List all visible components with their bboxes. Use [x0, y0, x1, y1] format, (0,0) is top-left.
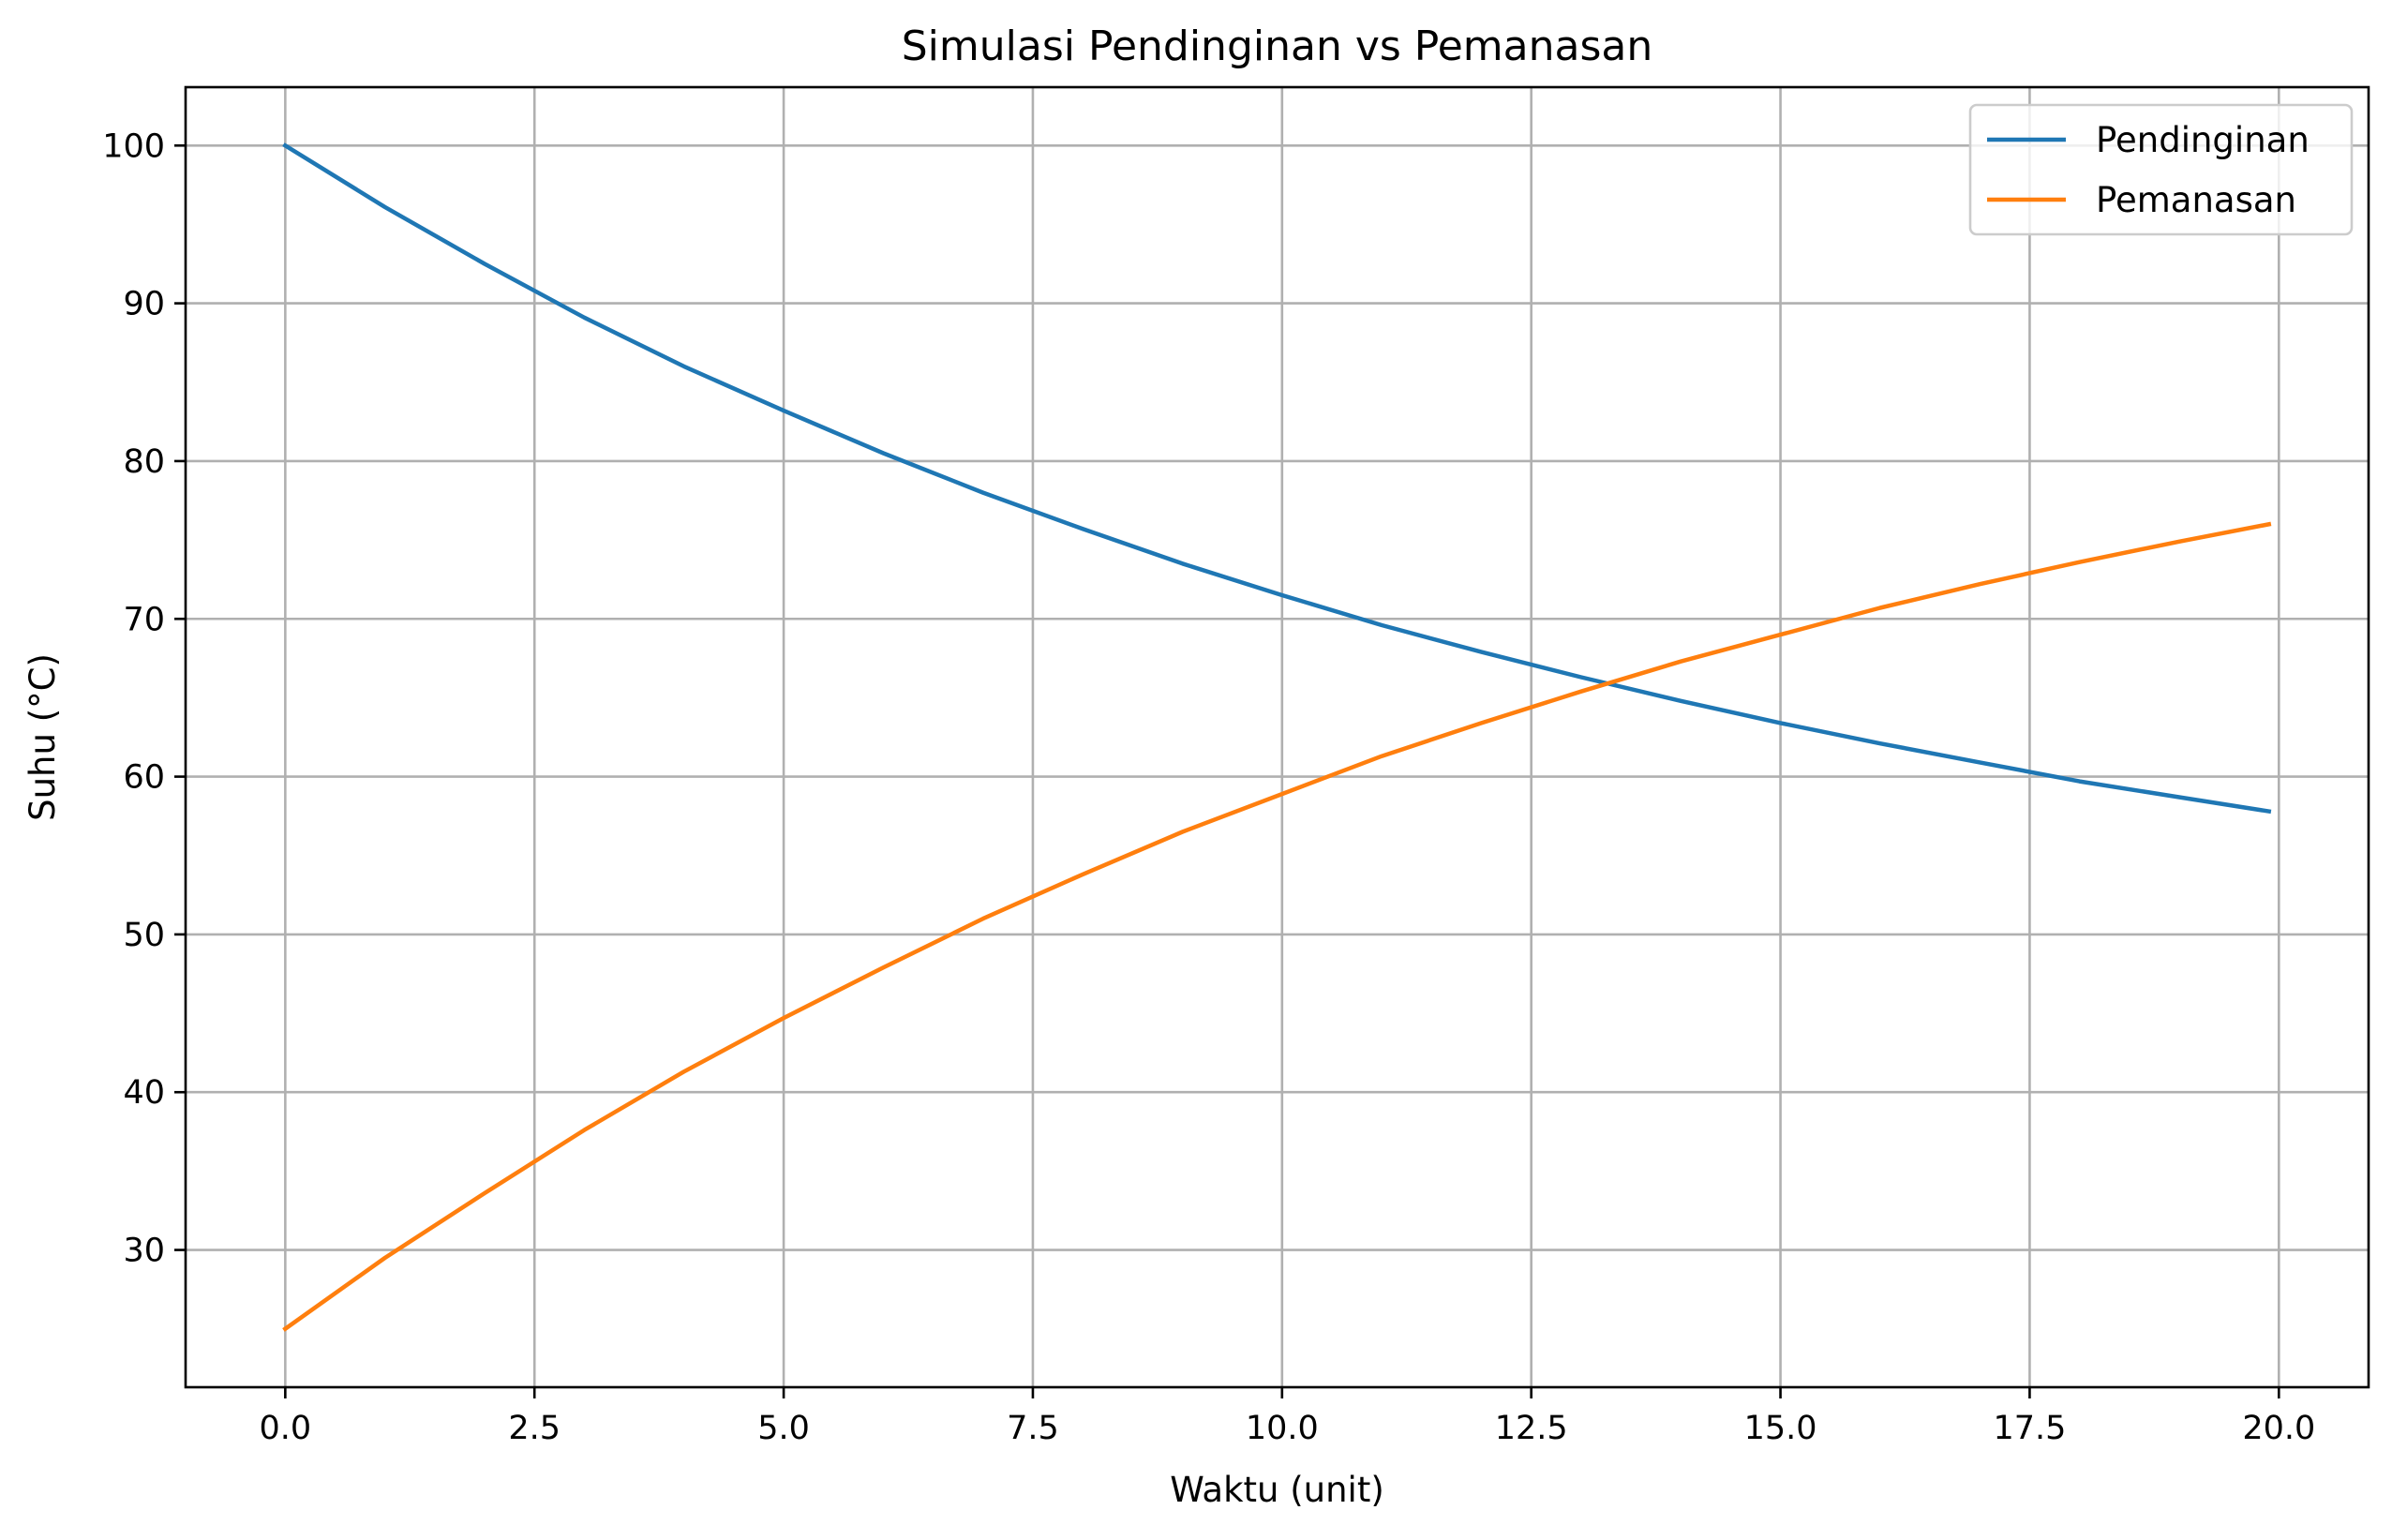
y-tick-label: 90 [123, 286, 165, 323]
x-tick-label: 12.5 [1495, 1410, 1568, 1447]
axes-frame [184, 85, 2370, 1389]
x-tick-label: 17.5 [1993, 1410, 2066, 1447]
series-line-pendinginan [282, 142, 2272, 815]
x-tick-label: 15.0 [1744, 1410, 1817, 1447]
series-line-pemanasan [282, 521, 2272, 1332]
legend-label-pendinginan: Pendinginan [2096, 120, 2310, 160]
grid [186, 87, 2369, 1387]
x-tick-label: 10.0 [1246, 1410, 1319, 1447]
y-axis-label: Suhu (°C) [22, 653, 63, 821]
x-tick-label: 2.5 [508, 1410, 561, 1447]
y-tick-label: 100 [102, 127, 165, 165]
y-tick-label: 60 [123, 759, 165, 797]
y-tick-label: 80 [123, 443, 165, 481]
legend-label-pemanasan: Pemanasan [2096, 180, 2296, 220]
y-tick-label: 40 [123, 1074, 165, 1112]
legend: Pendinginan Pemanasan [1968, 103, 2354, 236]
x-tick-label: 20.0 [2242, 1410, 2315, 1447]
chart-title: Simulasi Pendinginan vs Pemanasan [902, 22, 1653, 70]
axis-ticks: 0.0 2.5 5.0 7.5 10.0 12.5 15.0 17.5 20.0 30 40 50 60… [102, 127, 2315, 1447]
x-tick-label: 0.0 [260, 1410, 312, 1447]
legend-box [1968, 103, 2354, 236]
x-axis-label: Waktu (unit) [1170, 1470, 1384, 1510]
x-tick-label: 5.0 [757, 1410, 810, 1447]
y-tick-label: 50 [123, 917, 165, 954]
plot-series [282, 142, 2272, 1332]
x-tick-label: 7.5 [1007, 1410, 1059, 1447]
y-tick-label: 30 [123, 1233, 165, 1270]
y-tick-label: 70 [123, 601, 165, 638]
